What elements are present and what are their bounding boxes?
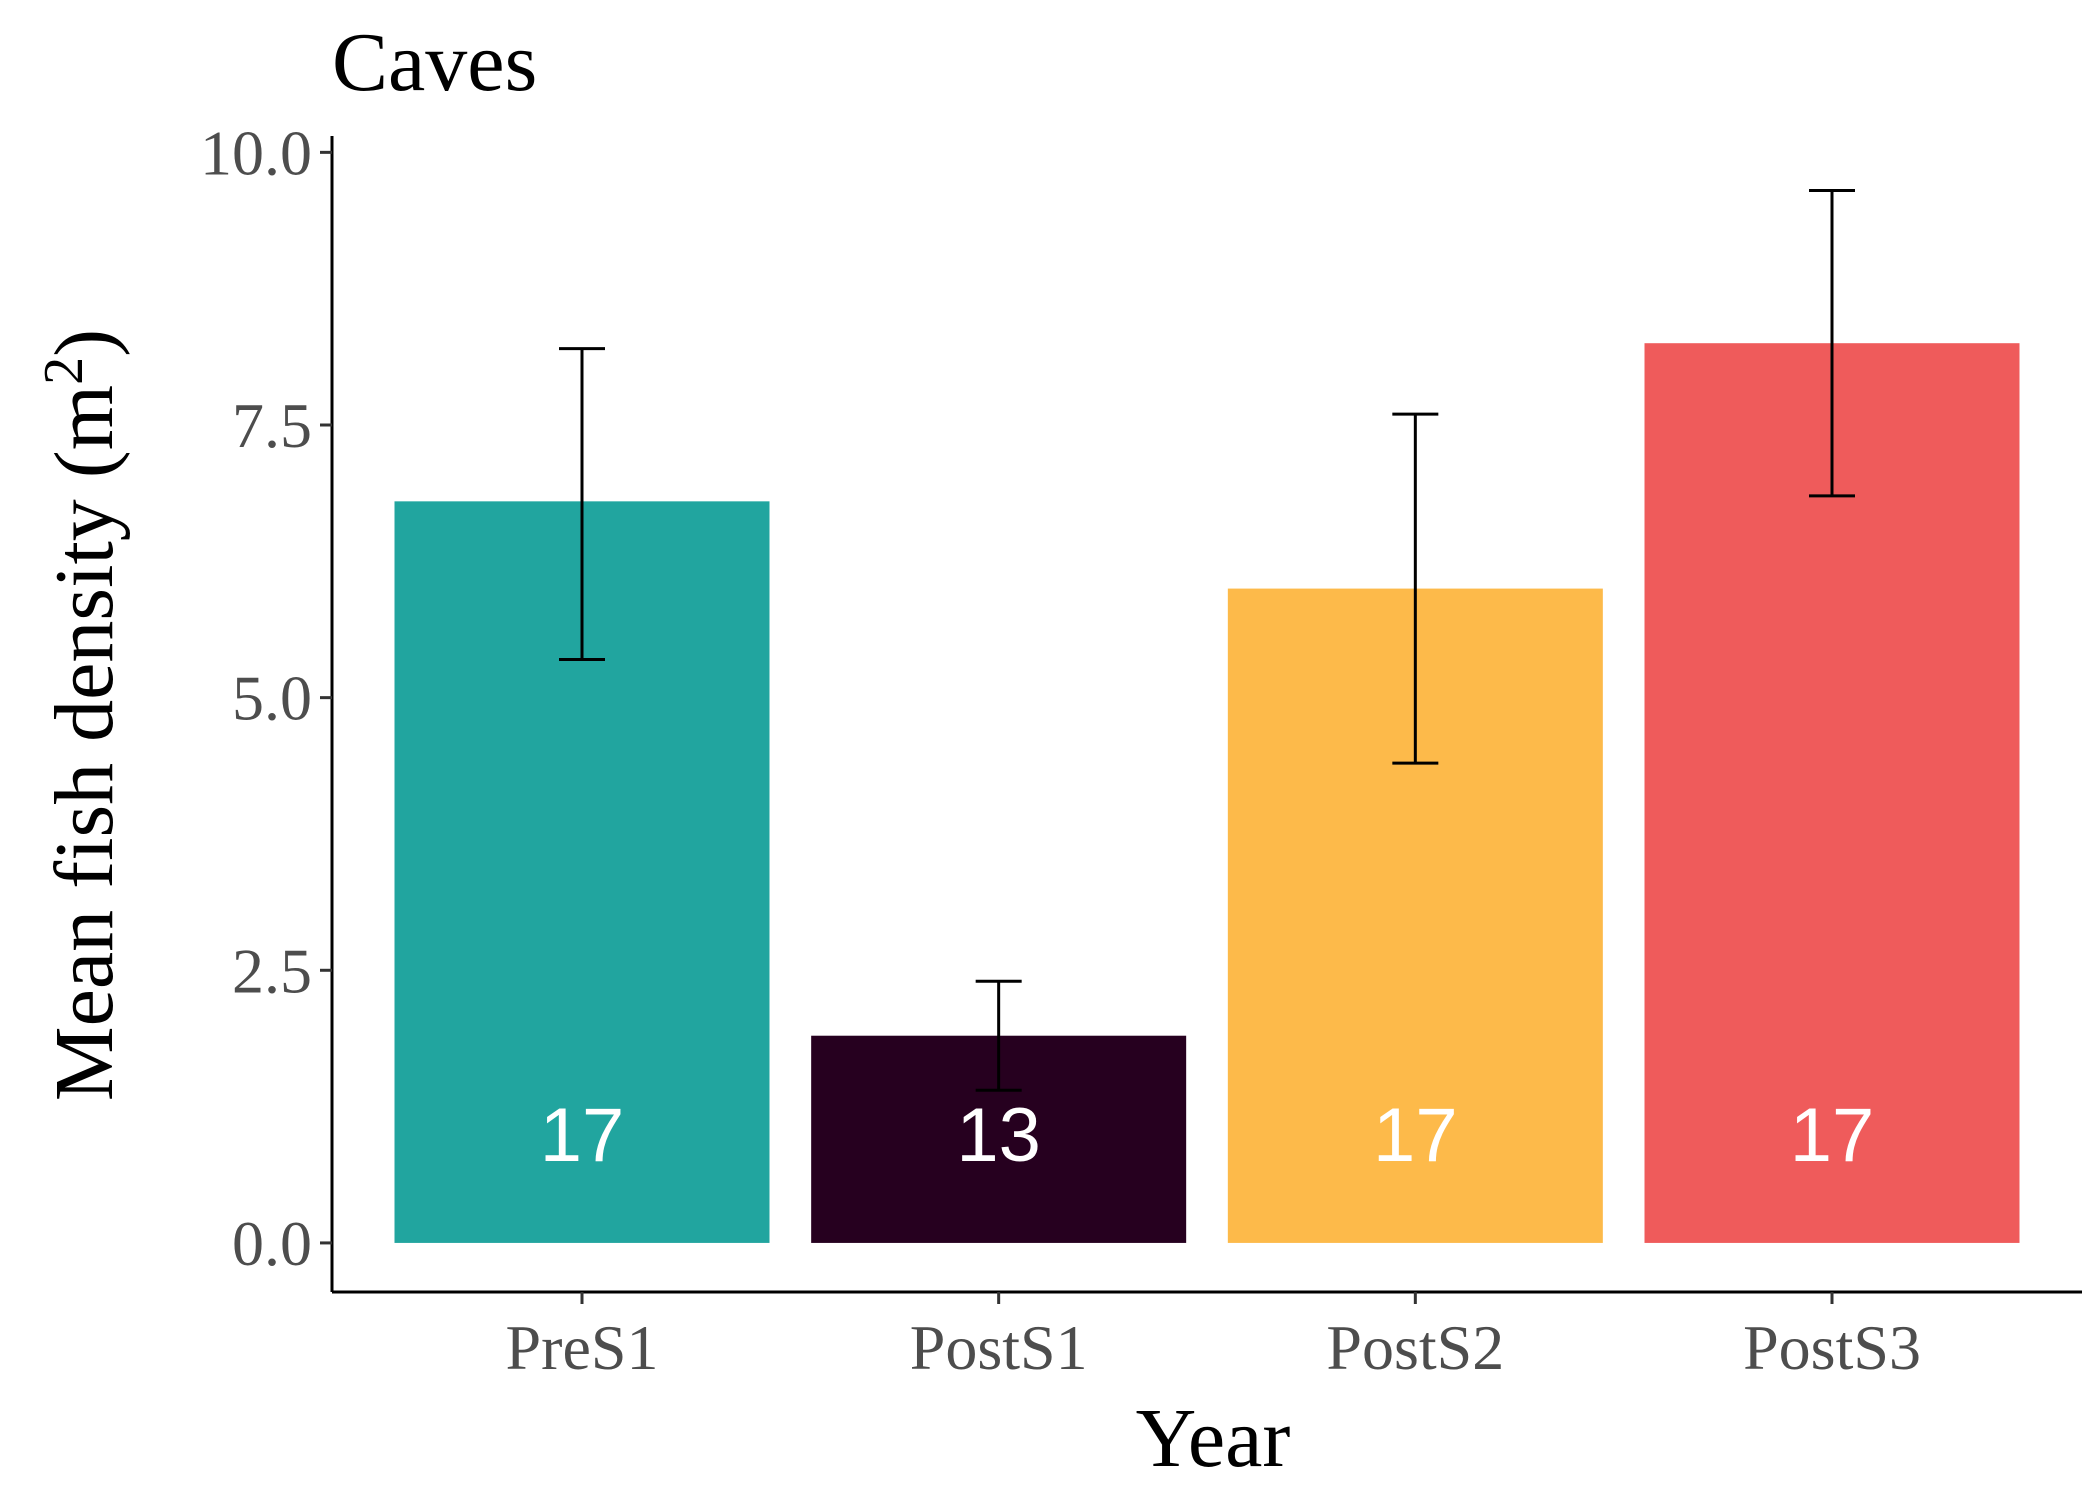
y-axis-title-unit: m (38, 385, 131, 450)
bar-count-labels: 17 13 17 17 (540, 1093, 1875, 1178)
x-axis-ticks: PreS1 PostS1 PostS2 PostS3 (506, 1292, 1921, 1383)
bar-count-label-PreS1: 17 (540, 1093, 625, 1178)
y-tick-label: 5.0 (232, 663, 312, 734)
chart-title: Caves (332, 16, 537, 109)
error-bar-PostS2 (1392, 412, 1439, 765)
y-axis-ticks: 0.0 2.5 5.0 7.5 10.0 (200, 117, 332, 1279)
x-tick-label-PreS1: PreS1 (506, 1312, 659, 1383)
y-tick-label: 10.0 (200, 117, 312, 188)
y-axis-title-text: Mean fish density (38, 499, 131, 1101)
y-axis-title-superscript: 2 (33, 357, 95, 385)
x-tick-label-PostS3: PostS3 (1743, 1312, 1921, 1383)
bar-count-label-PostS3: 17 (1790, 1093, 1875, 1178)
x-axis-title: Year (1136, 1392, 1291, 1485)
bar-count-label-PostS1: 13 (956, 1093, 1041, 1178)
y-tick-label: 7.5 (232, 390, 312, 461)
bars (394, 343, 2020, 1243)
x-tick-label-PostS2: PostS2 (1326, 1312, 1504, 1383)
bar-count-label-PostS2: 17 (1373, 1093, 1458, 1178)
y-tick-label: 2.5 (232, 935, 312, 1006)
y-tick-label: 0.0 (232, 1208, 312, 1279)
error-bar-PostS1 (975, 979, 1022, 1092)
error-bars (559, 189, 1855, 1092)
error-bar-PostS3 (1809, 189, 1855, 498)
error-bar-PreS1 (559, 347, 605, 661)
x-tick-label-PostS1: PostS1 (910, 1312, 1088, 1383)
y-axis-title: Mean fish density (m2) (33, 329, 131, 1101)
